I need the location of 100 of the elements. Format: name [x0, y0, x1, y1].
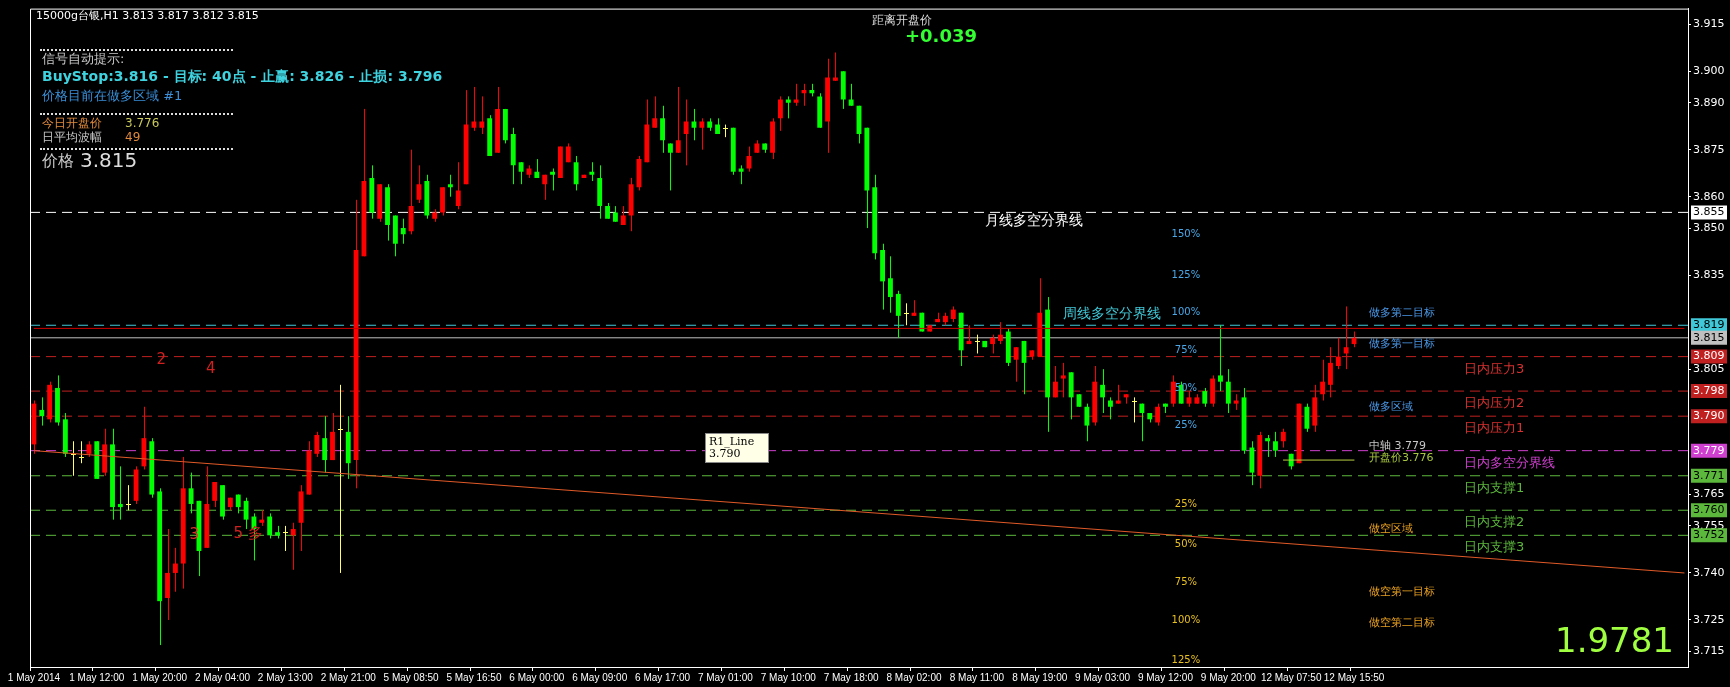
candlestick [777, 95, 783, 132]
candlestick [550, 168, 555, 191]
candlestick [620, 205, 626, 226]
candlestick [78, 440, 85, 464]
candlestick [667, 142, 673, 191]
x-tick-label: 7 May 10:00 [760, 671, 817, 683]
annotation: 日内压力2 [1464, 395, 1525, 411]
y-tick-label: 3.850 [1693, 220, 1725, 234]
y-tick-label: 3.715 [1693, 644, 1725, 658]
candlestick [888, 255, 893, 314]
candlestick [117, 465, 123, 521]
candlestick [1053, 365, 1058, 398]
candlestick [832, 51, 838, 82]
annotation: 125% [1171, 654, 1201, 666]
candlestick [699, 117, 705, 151]
y-tick-label: 3.900 [1693, 64, 1725, 78]
candlestick [1280, 428, 1286, 449]
annotation: 1.9781 [1555, 620, 1674, 660]
y-tick-label: 3.875 [1693, 142, 1725, 156]
candlestick [534, 158, 540, 179]
x-tick-label: 7 May 18:00 [823, 671, 880, 683]
x-tick-label: 6 May 17:00 [635, 671, 691, 683]
annotation: 75% [1174, 343, 1197, 355]
candlestick [1115, 384, 1121, 405]
annotation: 3.815 [80, 148, 138, 172]
candlestick [282, 525, 289, 552]
ref-line-label: 3.760 [1693, 503, 1725, 517]
x-tick-label: 9 May 03:00 [1075, 671, 1131, 683]
chart-title: 15000g台银,H1 3.813 3.817 3.812 3.815 [36, 9, 259, 23]
annotation: 125% [1171, 268, 1201, 280]
ref-line-label: 3.855 [1693, 205, 1725, 219]
annotation: 信号自动提示: [42, 51, 125, 67]
candlestick [1202, 387, 1208, 408]
candlestick [785, 95, 791, 119]
annotation: 周线多空分界线 [1063, 304, 1162, 321]
candlestick [691, 108, 697, 141]
annotation: 做多区域 [1368, 399, 1413, 413]
ref-line-label: 3.752 [1693, 528, 1725, 542]
candlestick [518, 161, 524, 185]
x-tick-label: 8 May 19:00 [1012, 671, 1068, 683]
candlestick [1084, 403, 1090, 442]
candlestick [1013, 346, 1019, 383]
candlestick [1108, 396, 1113, 420]
annotation: 开盘价3.776 [1368, 451, 1434, 465]
x-tick-label: 5 May 08:50 [383, 671, 440, 683]
candlestick [471, 86, 477, 132]
annotation: 做空第二目标 [1368, 615, 1435, 629]
x-tick-label: 2 May 04:00 [194, 671, 251, 683]
candlestick [1265, 434, 1271, 458]
y-tick-label: 3.835 [1693, 267, 1725, 281]
candlestick [683, 99, 689, 166]
candlestick [1320, 359, 1326, 402]
candlestick [895, 290, 901, 339]
annotation: 100% [1171, 306, 1201, 318]
ref-line-label: 3.798 [1693, 383, 1725, 397]
annotation: 做多第二目标 [1368, 305, 1435, 319]
candlestick [337, 384, 344, 574]
candlestick [1335, 337, 1341, 370]
y-tick-label: 3.805 [1693, 362, 1725, 376]
candlestick [39, 396, 45, 427]
candlestick [974, 334, 981, 354]
candlestick [400, 218, 406, 245]
candlestick [447, 174, 453, 198]
candlestick [479, 95, 485, 135]
candlestick [243, 497, 249, 530]
annotation: 距离开盘价 [872, 13, 932, 28]
candlestick [998, 321, 1003, 345]
annotation: 25% [1174, 419, 1197, 431]
x-tick-label: 2 May 21:00 [320, 671, 377, 683]
y-tick-label: 3.860 [1693, 189, 1725, 203]
candlestick [990, 334, 996, 354]
x-tick-label: 1 May 12:00 [69, 671, 125, 683]
annotation: 日内多空分界线 [1464, 454, 1556, 470]
candlestick [738, 164, 744, 185]
annotation: R1_Line 3.790 [705, 433, 769, 464]
annotation: 日内支撑3 [1464, 539, 1525, 555]
annotation: 价格目前在做多区域 #1 [42, 88, 183, 104]
x-tick-label: 1 May 2014 [7, 671, 61, 683]
candlestick [1170, 374, 1176, 408]
ref-line-label: 3.771 [1693, 468, 1725, 482]
candlestick [1060, 362, 1066, 398]
annotation: 价格 [42, 151, 74, 170]
annotation: 49 [125, 130, 141, 145]
x-tick-label: 7 May 01:00 [697, 671, 754, 683]
x-tick-label: 6 May 09:00 [572, 671, 628, 683]
candlestick [188, 472, 194, 514]
annotation: 50% [1174, 538, 1197, 550]
annotation: 日内支撑2 [1464, 514, 1525, 530]
candlestick [793, 83, 799, 107]
candlestick [573, 155, 579, 191]
annotation: 25% [1174, 497, 1197, 509]
candlestick [455, 161, 461, 210]
ref-line-label: 3.809 [1693, 349, 1725, 363]
annotation: 150% [1171, 227, 1201, 239]
candlestick [903, 302, 910, 326]
x-tick-label: 8 May 11:00 [949, 671, 1005, 683]
annotation: 日平均波幅 [42, 130, 102, 145]
candlestick [125, 484, 132, 511]
x-tick-label: 9 May 20:00 [1200, 671, 1257, 683]
x-tick-label: 12 May 07:50 [1260, 671, 1322, 683]
